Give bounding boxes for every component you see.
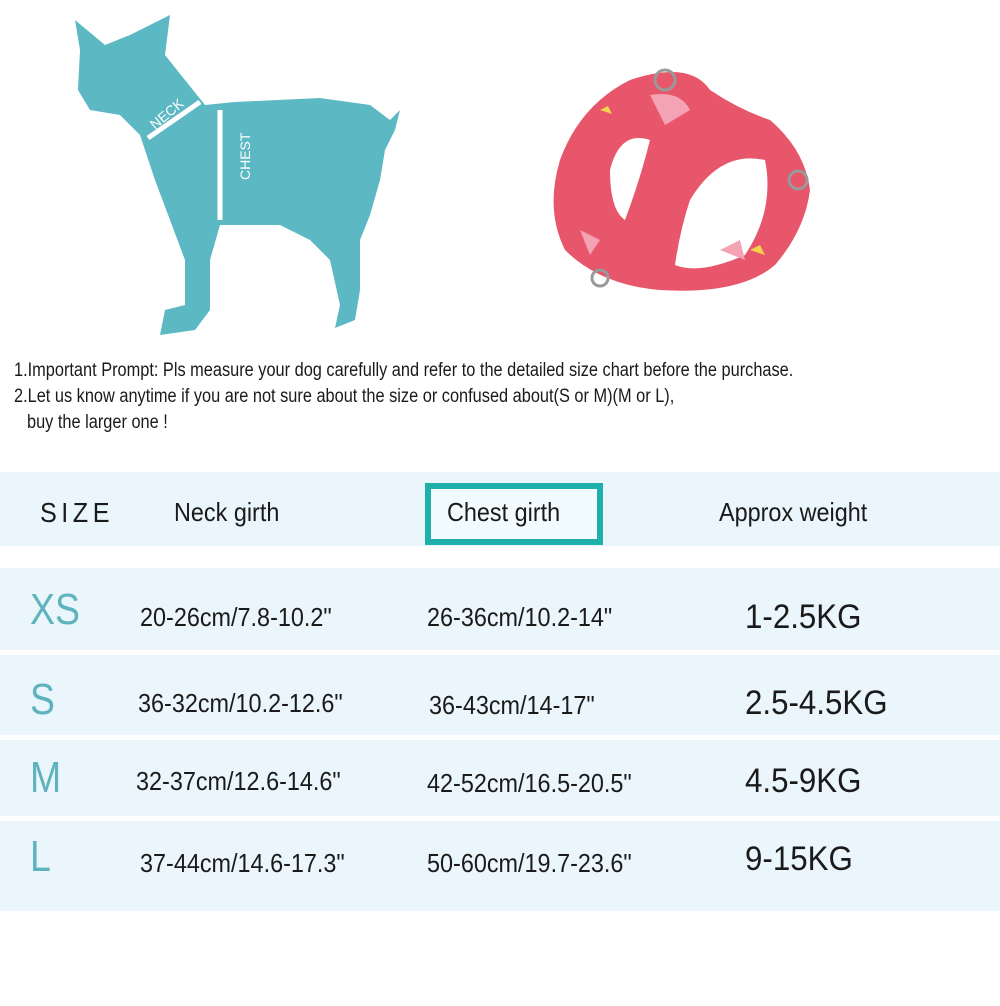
table-row: [0, 821, 1000, 911]
chest-xs: 26-36cm/10.2-14": [427, 602, 613, 632]
neck-m: 32-37cm/12.6-14.6": [136, 766, 341, 796]
neck-s: 36-32cm/10.2-12.6": [138, 688, 343, 718]
table-row: [0, 655, 1000, 735]
chest-label: CHEST: [237, 132, 253, 180]
header-chest-girth: Chest girth: [447, 497, 561, 527]
weight-s: 2.5-4.5KG: [745, 684, 888, 722]
neck-xs: 20-26cm/7.8-10.2": [140, 602, 332, 632]
chest-m: 42-52cm/16.5-20.5": [427, 768, 632, 798]
dog-silhouette-illustration: NECK CHEST: [75, 15, 400, 335]
size-s: S: [30, 675, 55, 724]
weight-xs: 1-2.5KG: [745, 598, 862, 636]
header-neck-girth: Neck girth: [174, 497, 280, 527]
note-line-2: 2.Let us know anytime if you are not sur…: [14, 386, 675, 407]
table-row: [0, 568, 1000, 650]
weight-l: 9-15KG: [745, 840, 853, 878]
size-xs: XS: [30, 585, 80, 634]
size-l: L: [30, 832, 51, 881]
header-size: SIZE: [40, 497, 115, 528]
table-row: [0, 740, 1000, 816]
weight-m: 4.5-9KG: [745, 762, 862, 800]
size-m: M: [30, 753, 62, 802]
header-approx-weight: Approx weight: [719, 497, 868, 527]
chest-l: 50-60cm/19.7-23.6": [427, 848, 632, 878]
harness-product-image: [553, 68, 810, 291]
neck-l: 37-44cm/14.6-17.3": [140, 848, 345, 878]
chest-girth-highlight-box: [425, 483, 603, 545]
chest-s: 36-43cm/14-17": [429, 690, 595, 720]
note-line-1: 1.Important Prompt: Pls measure your dog…: [14, 360, 794, 381]
note-line-3: buy the larger one !: [27, 412, 168, 433]
